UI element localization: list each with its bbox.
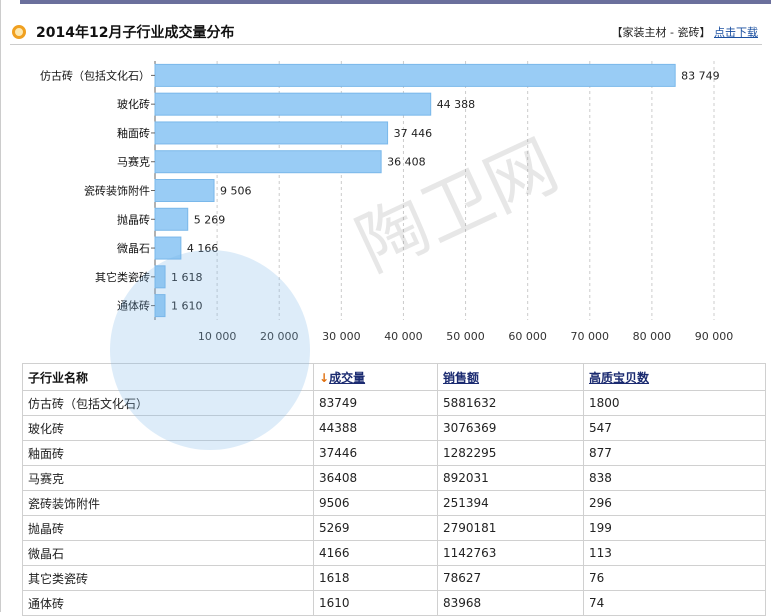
table-cell: 44388 [313,415,438,441]
category-label: 釉面砖 [117,126,150,140]
bar [154,121,389,145]
table-cell: 4166 [313,540,438,566]
category-label: 玻化砖 [117,97,150,111]
bullet-icon [12,25,26,39]
col-name-header: 子行业名称 [22,363,314,391]
data-label: 36 408 [387,156,426,169]
down-arrow-icon: ↓ [319,370,330,385]
table-cell: 1800 [583,390,766,416]
table-cell: 仿古砖（包括文化石） [22,390,314,416]
bar [154,150,382,174]
table-cell: 199 [583,515,766,541]
table-row: 其它类瓷砖 1618 78627 76 [22,565,766,591]
header-right: 【家装主材 - 瓷砖】 点击下载 [612,24,758,40]
x-tick-label: 10 000 [198,330,237,343]
category-label: 仿古砖（包括文化石） [40,68,150,82]
bar [154,265,166,289]
bar [154,179,215,202]
table-cell: 1142763 [437,540,584,566]
data-table: 子行业名称 ↓成交量 销售额 高质宝贝数 仿古砖（包括文化石） 83749 5881… [22,363,766,616]
table-cell: 251394 [437,490,584,516]
table-cell: 瓷砖装饰附件 [22,490,314,516]
table-cell: 113 [583,540,766,566]
table-cell: 5269 [313,515,438,541]
table-cell: 78627 [437,565,584,591]
x-tick-label: 70 000 [571,330,610,343]
page-title: 2014年12月子行业成交量分布 [36,25,235,41]
table-cell: 抛晶砖 [22,515,314,541]
table-row: 仿古砖（包括文化石） 83749 5881632 1800 [22,390,766,416]
data-label: 4 166 [187,242,219,255]
x-tick-label: 50 000 [446,330,485,343]
table-cell: 36408 [313,465,438,491]
table-cell: 547 [583,415,766,441]
table-cell: 1282295 [437,440,584,466]
table-row: 玻化砖 44388 3076369 547 [22,415,766,441]
page-border [0,0,1,612]
x-tick-label: 40 000 [384,330,423,343]
table-row: 抛晶砖 5269 2790181 199 [22,515,766,541]
table-row: 瓷砖装饰附件 9506 251394 296 [22,490,766,516]
section-header: 2014年12月子行业成交量分布 【家装主材 - 瓷砖】 点击下载 [10,18,762,45]
table-cell: 5881632 [437,390,584,416]
top-bar [20,0,771,4]
table-cell: 1618 [313,565,438,591]
sort-volume-link[interactable]: 成交量 [329,370,366,385]
table-cell: 玻化砖 [22,415,314,441]
table-row: 马赛克 36408 892031 838 [22,465,766,491]
table-cell: 微晶石 [22,540,314,566]
sort-quality-link[interactable]: 高质宝贝数 [589,370,650,385]
table-cell: 9506 [313,490,438,516]
table-cell: 3076369 [437,415,584,441]
data-label: 1 618 [171,271,203,284]
col-quality-header[interactable]: 高质宝贝数 [583,363,766,391]
data-label: 5 269 [194,213,226,226]
category-label: 通体砖 [117,299,150,313]
data-label: 1 610 [171,300,203,313]
table-cell: 892031 [437,465,584,491]
table-cell: 马赛克 [22,465,314,491]
table-cell: 877 [583,440,766,466]
col-volume-header[interactable]: ↓成交量 [313,363,438,391]
x-tick-label: 60 000 [508,330,547,343]
table-cell: 83749 [313,390,438,416]
bar [154,236,182,260]
bar [154,294,166,318]
category-label: 瓷砖装饰附件 [84,184,150,198]
col-sales-header[interactable]: 销售额 [437,363,584,391]
table-row: 釉面砖 37446 1282295 877 [22,440,766,466]
download-link[interactable]: 点击下载 [714,26,758,39]
bar [154,207,189,231]
x-tick-label: 20 000 [260,330,299,343]
data-label: 83 749 [681,69,720,82]
data-label: 9 506 [220,185,252,198]
category-label: 马赛克 [117,155,150,169]
x-tick-label: 30 000 [322,330,361,343]
x-tick-label: 90 000 [695,330,734,343]
category-label: 其它类瓷砖 [95,270,150,284]
data-label: 37 446 [394,127,433,140]
category-label: 【家装主材 - 瓷砖】 [611,26,711,39]
table-cell: 釉面砖 [22,440,314,466]
x-tick-label: 80 000 [633,330,672,343]
bar [154,92,432,116]
table-cell: 296 [583,490,766,516]
table-cell: 其它类瓷砖 [22,565,314,591]
category-label: 抛晶砖 [117,212,150,226]
sort-sales-link[interactable]: 销售额 [443,370,480,385]
table-cell: 76 [583,565,766,591]
table-header-row: 子行业名称 ↓成交量 销售额 高质宝贝数 [22,363,766,391]
bar [154,63,676,87]
category-label: 微晶石 [117,241,150,255]
data-label: 44 388 [437,98,476,111]
table-cell: 838 [583,465,766,491]
table-cell: 2790181 [437,515,584,541]
table-row: 微晶石 4166 1142763 113 [22,540,766,566]
bar-chart: 10 000 20 000 30 000 40 000 50 000 60 000 70 0… [40,61,734,343]
table-cell: 37446 [313,440,438,466]
